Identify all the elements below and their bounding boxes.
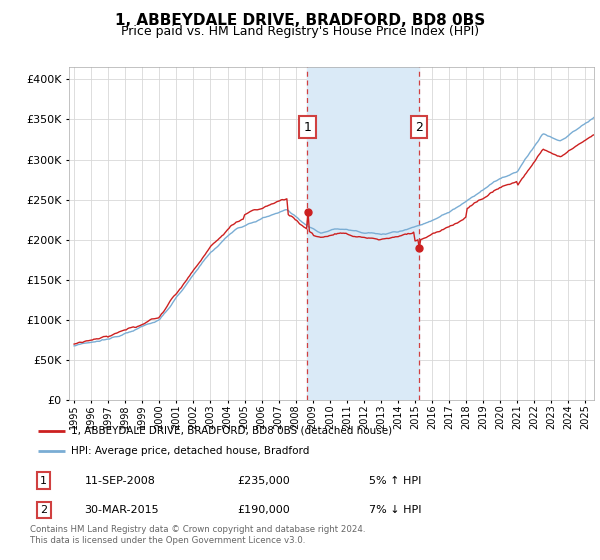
Text: 5% ↑ HPI: 5% ↑ HPI bbox=[368, 476, 421, 486]
Text: 1, ABBEYDALE DRIVE, BRADFORD, BD8 0BS (detached house): 1, ABBEYDALE DRIVE, BRADFORD, BD8 0BS (d… bbox=[71, 426, 392, 436]
Text: HPI: Average price, detached house, Bradford: HPI: Average price, detached house, Brad… bbox=[71, 446, 310, 456]
Text: Price paid vs. HM Land Registry's House Price Index (HPI): Price paid vs. HM Land Registry's House … bbox=[121, 25, 479, 38]
Text: 30-MAR-2015: 30-MAR-2015 bbox=[85, 505, 159, 515]
Text: 11-SEP-2008: 11-SEP-2008 bbox=[85, 476, 155, 486]
Text: £235,000: £235,000 bbox=[238, 476, 290, 486]
Text: Contains HM Land Registry data © Crown copyright and database right 2024.
This d: Contains HM Land Registry data © Crown c… bbox=[30, 525, 365, 545]
Text: 2: 2 bbox=[415, 120, 423, 134]
Bar bbox=[307, 67, 419, 400]
Text: 1, ABBEYDALE DRIVE, BRADFORD, BD8 0BS: 1, ABBEYDALE DRIVE, BRADFORD, BD8 0BS bbox=[115, 13, 485, 28]
Text: 2: 2 bbox=[40, 505, 47, 515]
Text: 1: 1 bbox=[40, 476, 47, 486]
Text: £190,000: £190,000 bbox=[238, 505, 290, 515]
Text: 7% ↓ HPI: 7% ↓ HPI bbox=[368, 505, 421, 515]
Text: 1: 1 bbox=[304, 120, 311, 134]
